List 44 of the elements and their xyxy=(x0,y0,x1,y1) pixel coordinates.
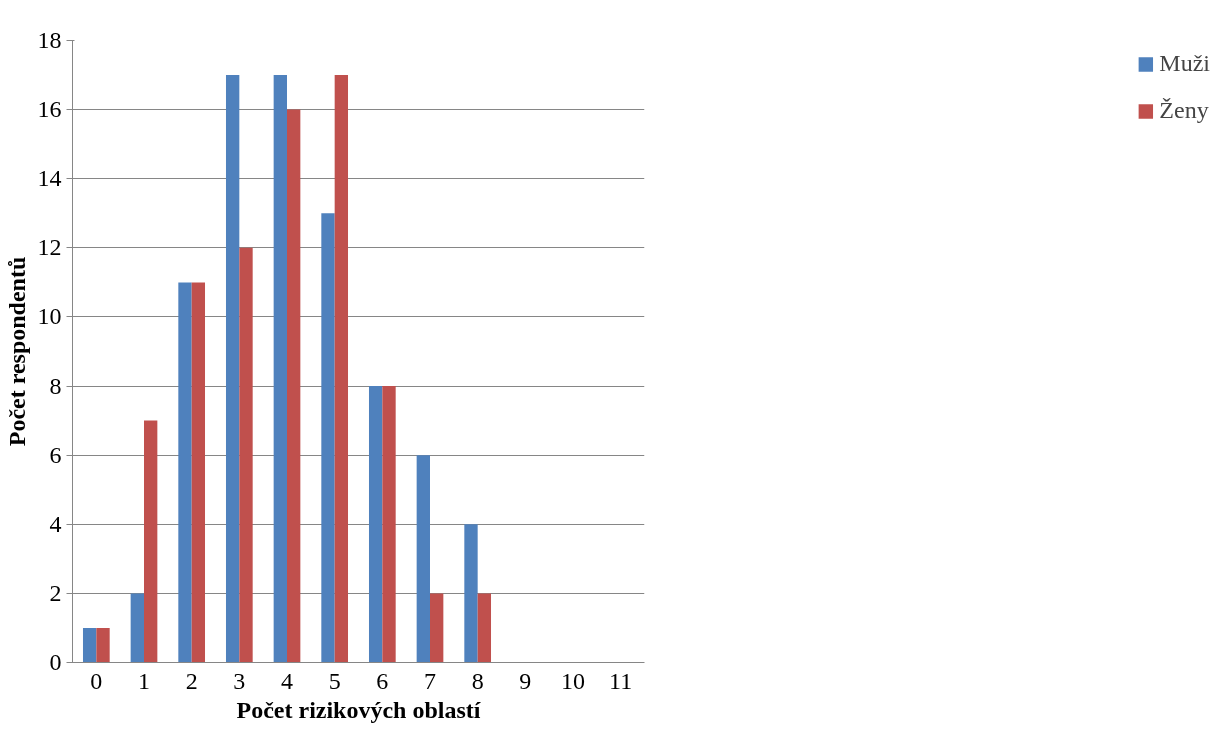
bar xyxy=(321,213,335,663)
x-tick-label: 6 xyxy=(376,667,389,694)
bar xyxy=(368,386,383,663)
bar xyxy=(287,109,301,663)
x-tick-label: 4 xyxy=(281,667,293,694)
bar xyxy=(416,455,430,663)
x-tick-label: 0 xyxy=(90,667,103,694)
x-tick-label: 9 xyxy=(519,667,532,694)
bar xyxy=(144,420,158,663)
bar xyxy=(191,282,206,663)
x-tick-label: 1 xyxy=(138,667,150,694)
bar xyxy=(239,247,253,663)
y-tick-label: 18 xyxy=(37,27,62,53)
y-tick-label: 2 xyxy=(49,579,62,606)
bar xyxy=(334,75,349,663)
x-tick-label: 5 xyxy=(328,667,341,694)
bar xyxy=(464,524,478,663)
y-tick-label: 0 xyxy=(49,649,62,675)
x-tick-label: 11 xyxy=(609,667,633,694)
x-tick-label: 8 xyxy=(471,667,484,694)
y-tick-label: 14 xyxy=(37,165,62,192)
bar xyxy=(382,386,396,663)
bar xyxy=(225,75,240,663)
y-tick-label: 10 xyxy=(37,303,62,330)
bar xyxy=(82,627,97,663)
x-tick-label: 3 xyxy=(233,667,246,694)
y-tick-label: 8 xyxy=(49,372,62,399)
x-axis-title: Počet rizikových oblastí xyxy=(236,696,481,723)
bar xyxy=(477,593,492,663)
bar xyxy=(130,593,144,663)
y-tick-label: 4 xyxy=(49,510,62,537)
legend-label: Muži xyxy=(1159,50,1210,77)
bar xyxy=(178,282,192,663)
legend-label: Ženy xyxy=(1159,97,1209,124)
x-tick-label: 7 xyxy=(424,667,436,694)
bar xyxy=(96,627,110,663)
y-tick-label: 6 xyxy=(49,441,62,468)
x-tick-label: 2 xyxy=(185,667,198,694)
y-tick-label: 16 xyxy=(37,96,62,123)
x-tick-label: 10 xyxy=(561,667,585,694)
bar xyxy=(430,593,444,663)
y-tick-label: 12 xyxy=(37,234,62,261)
y-axis-title: Počet respondentů xyxy=(3,256,30,447)
bar xyxy=(273,75,287,663)
